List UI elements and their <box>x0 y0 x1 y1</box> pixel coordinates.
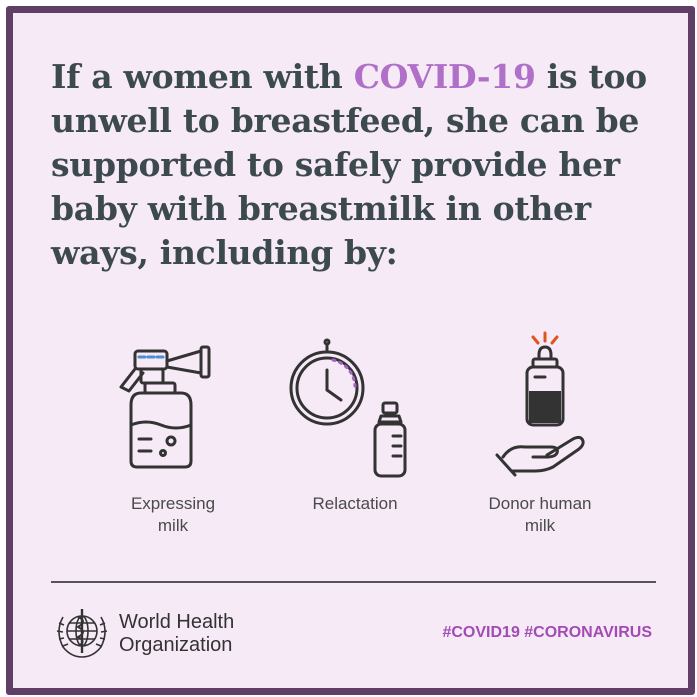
caption-line1: Expressing <box>130 494 216 513</box>
headline: If a women with COVID-19 is too unwell t… <box>51 55 661 275</box>
org-line1: World Health <box>119 611 235 633</box>
who-emblem-icon <box>56 609 108 658</box>
option-donor-caption: Donor human milk <box>465 493 615 537</box>
hashtags: #COVID19 #CORONAVIRUS <box>442 624 652 641</box>
option-relactation-caption: Relactation <box>285 493 425 515</box>
who-wordmark: World Health Organization <box>119 611 234 657</box>
caption-line1: Relactation <box>312 494 398 513</box>
headline-highlight: COVID-19 <box>353 57 536 96</box>
caption-line2: milk <box>524 516 556 535</box>
clock-bottle-icon <box>289 338 407 478</box>
headline-part2: is too unwell to breastfeed, she can be … <box>51 57 647 272</box>
org-line2: Organization <box>119 634 233 656</box>
caption-line2: milk <box>157 516 189 535</box>
breast-pump-icon <box>119 345 211 469</box>
divider <box>51 581 656 583</box>
option-expressing-caption: Expressing milk <box>103 493 243 537</box>
caption-line1: Donor human <box>488 494 592 513</box>
donor-milk-icon <box>495 331 585 477</box>
headline-part1: If a women with <box>51 57 354 96</box>
infographic-card: If a women with COVID-19 is too unwell t… <box>6 6 695 695</box>
